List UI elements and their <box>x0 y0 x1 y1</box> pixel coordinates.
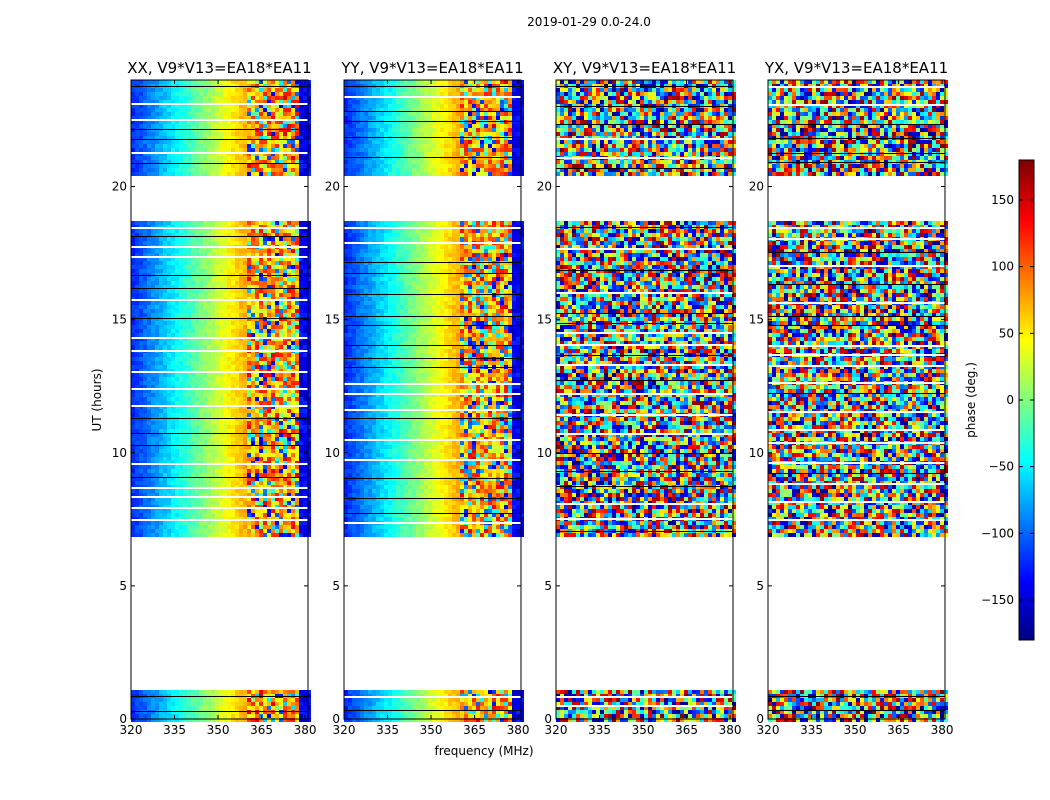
colorbar-tick-label: 150 <box>991 193 1014 207</box>
x-tick-label: 380 <box>294 723 317 737</box>
y-tick-label: 15 <box>325 313 340 327</box>
y-tick-label: 20 <box>537 180 552 194</box>
y-tick-label: 20 <box>112 180 127 194</box>
y-tick-label: 10 <box>112 446 127 460</box>
y-axis-label: UT (hours) <box>90 368 104 431</box>
x-tick-label: 380 <box>507 723 530 737</box>
y-tick-label: 5 <box>544 579 552 593</box>
x-tick-label: 380 <box>719 723 742 737</box>
y-tick-label: 0 <box>544 712 552 726</box>
x-tick-label: 335 <box>163 723 186 737</box>
figure-title: 2019-01-29 0.0-24.0 <box>527 15 651 29</box>
y-tick-label: 10 <box>537 446 552 460</box>
colorbar: 150 100 50 0 −50 −100 −150 <box>981 160 1034 640</box>
y-tick-label: 15 <box>537 313 552 327</box>
y-tick-label: 15 <box>112 313 127 327</box>
y-tick-label: 5 <box>756 579 764 593</box>
colorbar-tick-label: −150 <box>981 593 1014 607</box>
colorbar-tick-label: −50 <box>989 460 1014 474</box>
panel-title: YX, V9*V13=EA18*EA11 <box>764 59 948 77</box>
x-tick-label: 350 <box>207 723 230 737</box>
x-tick-label: 365 <box>463 723 486 737</box>
y-tick-label: 0 <box>119 712 127 726</box>
x-tick-label: 350 <box>632 723 655 737</box>
y-tick-label: 0 <box>332 712 340 726</box>
colorbar-tick-label: 0 <box>1006 393 1014 407</box>
figure: 2019-01-29 0.0-24.0 XX, V9*V13=EA18*EA11… <box>0 0 1050 800</box>
phase-image <box>344 80 524 722</box>
x-tick-label: 350 <box>844 723 867 737</box>
y-tick-label: 5 <box>332 579 340 593</box>
phase-image <box>556 80 736 722</box>
colorbar-tick-label: 100 <box>991 260 1014 274</box>
y-tick-label: 10 <box>325 446 340 460</box>
panel-title: XX, V9*V13=EA18*EA11 <box>127 59 311 77</box>
colorbar-tick-label: 50 <box>999 326 1014 340</box>
x-tick-label: 335 <box>588 723 611 737</box>
x-tick-label: 380 <box>931 723 954 737</box>
y-tick-label: 20 <box>325 180 340 194</box>
x-tick-label: 350 <box>420 723 443 737</box>
x-tick-label: 365 <box>675 723 698 737</box>
y-tick-label: 0 <box>756 712 764 726</box>
x-tick-label: 335 <box>800 723 823 737</box>
phase-image <box>131 80 311 722</box>
x-tick-label: 335 <box>376 723 399 737</box>
y-tick-label: 20 <box>749 180 764 194</box>
x-tick-label: 365 <box>887 723 910 737</box>
colorbar-label: phase (deg.) <box>964 362 978 438</box>
y-tick-label: 5 <box>119 579 127 593</box>
y-tick-label: 10 <box>749 446 764 460</box>
phase-image <box>768 80 948 722</box>
panel-title: YY, V9*V13=EA18*EA11 <box>340 59 523 77</box>
panel-title: XY, V9*V13=EA18*EA11 <box>553 59 736 77</box>
x-tick-label: 365 <box>250 723 273 737</box>
colorbar-tick-label: −100 <box>981 526 1014 540</box>
x-axis-label: frequency (MHz) <box>434 744 533 758</box>
y-tick-label: 15 <box>749 313 764 327</box>
